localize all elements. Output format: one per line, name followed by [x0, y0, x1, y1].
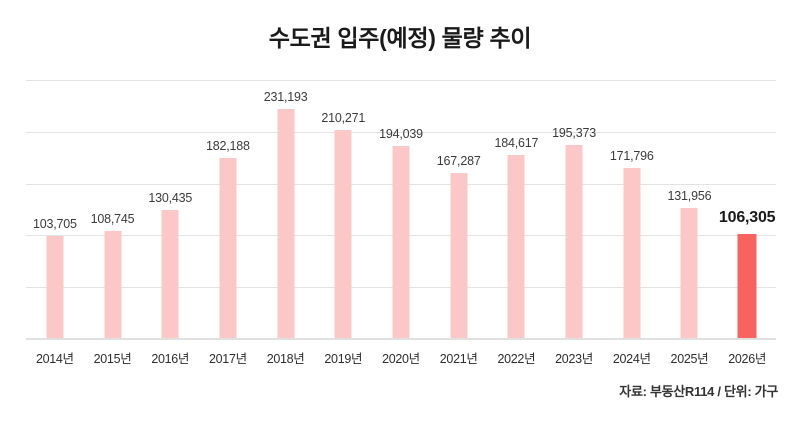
bar[interactable] [450, 172, 468, 340]
x-tick-label: 2019년 [324, 352, 363, 366]
bar-value-label: 194,039 [379, 126, 423, 141]
x-axis-baseline [26, 338, 776, 340]
bar-slot: 231,193 [257, 80, 315, 340]
bar[interactable] [334, 129, 352, 340]
bar[interactable] [392, 145, 410, 340]
bar-value-label: 195,373 [552, 125, 596, 140]
x-tick-label: 2024년 [612, 352, 651, 366]
bar-value-label: 103,705 [32, 217, 77, 232]
bar-slot: 210,271 [314, 80, 372, 340]
x-tick-label: 2025년 [670, 352, 709, 366]
bar-series: 103,705 108,745 130,435 182,188 231,193 210,2… [26, 80, 776, 340]
bar[interactable] [565, 144, 583, 340]
bar[interactable] [46, 236, 64, 340]
x-tick-label: 2018년 [266, 352, 305, 366]
plot-area: 103,705 108,745 130,435 182,188 231,193 210,2… [26, 80, 776, 340]
bar-value-label: 167,287 [436, 153, 481, 168]
x-tick-label: 2023년 [555, 352, 593, 366]
bar[interactable] [680, 208, 698, 340]
bar-slot: 195,373 [545, 80, 603, 340]
bar-value-label: 184,617 [494, 136, 539, 151]
bar-value-label: 130,435 [148, 190, 193, 205]
bar-value-label: 231,193 [263, 89, 308, 104]
chart-title: 수도권 입주(예정) 물량 추이 [268, 25, 532, 51]
x-tick-label: 2021년 [439, 352, 478, 366]
bar-slot: 184,617 [488, 80, 546, 340]
bar[interactable] [623, 168, 641, 340]
x-tick-label: 2022년 [497, 352, 536, 366]
bar-value-label: 108,745 [90, 212, 135, 227]
bar-slot: 108,745 [84, 80, 142, 340]
x-axis-tick-labels: 2014년 2015년 2016년 2017년 2018년 2019년 2020년 2021년… [26, 348, 776, 370]
bar-slot: 103,705 [26, 80, 84, 340]
bar-value-label: 131,956 [667, 189, 712, 204]
bar-slot: 167,287 [430, 80, 488, 340]
x-tick-label: 2014년 [35, 352, 74, 366]
gridline [26, 80, 776, 81]
x-tick-label: 2017년 [209, 352, 247, 366]
bar-highlighted[interactable] [737, 233, 757, 340]
bar-slot: 131,956 [661, 80, 719, 340]
x-tick-label: 2026년 [728, 352, 767, 366]
bar[interactable] [507, 155, 525, 340]
bar-value-label: 210,271 [321, 110, 366, 125]
bar-value-label: 171,796 [609, 149, 654, 164]
gridline [26, 131, 776, 133]
source-note: 자료: 부동산R114 / 단위: 가구 [619, 384, 778, 399]
bar-value-label: 182,188 [206, 138, 250, 153]
bar[interactable] [219, 157, 237, 340]
bar-slot: 194,039 [372, 80, 430, 340]
bar[interactable] [104, 231, 122, 340]
x-tick-label: 2020년 [382, 352, 420, 366]
x-tick-label: 2015년 [93, 352, 132, 366]
bar-value-label: 106,305 [718, 208, 776, 226]
bar-slot: 182,188 [199, 80, 257, 340]
bar[interactable] [277, 108, 295, 340]
bar-slot: 106,305 [718, 80, 776, 340]
bar-slot: 130,435 [141, 80, 199, 340]
x-tick-label: 2016년 [151, 352, 190, 366]
bar-slot: 171,796 [603, 80, 661, 340]
bar[interactable] [161, 209, 179, 340]
